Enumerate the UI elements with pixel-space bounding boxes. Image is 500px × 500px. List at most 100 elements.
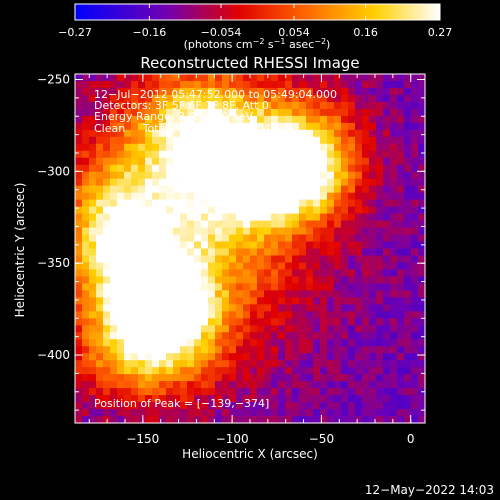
heatmap-cell (362, 297, 370, 305)
heatmap-cell (208, 199, 216, 208)
heatmap-cell (110, 87, 118, 96)
heatmap-cell (285, 136, 293, 145)
heatmap-cell (320, 297, 328, 305)
heatmap-cell (152, 101, 160, 110)
heatmap-cell (131, 353, 139, 361)
heatmap-cell (215, 157, 223, 166)
heatmap-cell (166, 388, 174, 396)
heatmap-cell (117, 101, 125, 110)
heatmap-cell (152, 346, 160, 354)
heatmap-cell (257, 220, 265, 229)
heatmap-cell (194, 297, 202, 305)
heatmap-cell (306, 339, 314, 347)
heatmap-cell (320, 220, 328, 229)
heatmap-cell (201, 94, 209, 103)
heatmap-cell (369, 374, 377, 382)
heatmap-cell (376, 157, 384, 166)
heatmap-cell (278, 325, 286, 333)
heatmap-cell (75, 395, 83, 403)
heatmap-cell (131, 381, 139, 389)
heatmap-cell (271, 262, 279, 271)
heatmap-cell (124, 192, 132, 201)
heatmap-cell (166, 339, 174, 347)
heatmap-cell (306, 318, 314, 326)
heatmap-cell (320, 388, 328, 396)
heatmap-cell (222, 360, 230, 368)
heatmap-cell (138, 248, 146, 257)
heatmap-cell (285, 276, 293, 284)
heatmap-cell (397, 136, 405, 145)
heatmap-cell (341, 255, 349, 264)
heatmap-cell (236, 136, 244, 145)
heatmap-cell (355, 416, 363, 424)
heatmap-cell (82, 269, 90, 278)
heatmap-cell (89, 185, 97, 194)
heatmap-cell (229, 304, 237, 312)
heatmap-cell (418, 339, 426, 347)
heatmap-cell (299, 164, 307, 173)
heatmap-cell (257, 402, 265, 410)
heatmap-cell (411, 80, 419, 89)
heatmap-cell (89, 74, 97, 82)
heatmap-cell (89, 199, 97, 208)
heatmap-cell (75, 157, 83, 166)
heatmap-cell (222, 276, 230, 284)
heatmap-cell (278, 297, 286, 305)
heatmap-cell (271, 416, 279, 424)
heatmap-cell (271, 283, 279, 291)
heatmap-cell (306, 283, 314, 291)
heatmap-cell (110, 339, 118, 347)
heatmap-cell (264, 290, 272, 298)
heatmap-cell (82, 213, 90, 222)
heatmap-cell (152, 87, 160, 96)
heatmap-cell (306, 381, 314, 389)
heatmap-cell (271, 360, 279, 368)
heatmap-cell (341, 143, 349, 152)
heatmap-cell (411, 178, 419, 187)
colorbar-gradient (75, 4, 440, 20)
heatmap-cell (404, 262, 412, 271)
heatmap-cell (285, 178, 293, 187)
heatmap-cell (320, 395, 328, 403)
heatmap-cell (264, 395, 272, 403)
heatmap-cell (243, 241, 251, 250)
heatmap-cell (278, 346, 286, 354)
heatmap-cell (215, 283, 223, 291)
heatmap-cell (411, 374, 419, 382)
heatmap-cell (411, 220, 419, 229)
heatmap-cell (117, 136, 125, 145)
heatmap-cell (348, 199, 356, 208)
heatmap-cell (257, 346, 265, 354)
heatmap-cell (201, 192, 209, 201)
heatmap-cell (82, 157, 90, 166)
heatmap-cell (341, 241, 349, 250)
heatmap-cell (271, 122, 279, 131)
heatmap-cell (327, 227, 335, 236)
heatmap-cell (187, 409, 195, 417)
heatmap-cell (194, 150, 202, 159)
heatmap-cell (117, 374, 125, 382)
heatmap-cell (159, 374, 167, 382)
heatmap-cell (243, 325, 251, 333)
heatmap-cell (348, 213, 356, 222)
heatmap-cell (390, 150, 398, 159)
heatmap-cell (201, 402, 209, 410)
heatmap-cell (369, 80, 377, 89)
heatmap-cell (404, 115, 412, 124)
heatmap-cell (327, 360, 335, 368)
heatmap-cell (362, 192, 370, 201)
heatmap-cell (299, 276, 307, 284)
heatmap-cell (376, 283, 384, 291)
heatmap-cell (229, 374, 237, 382)
heatmap-cell (390, 325, 398, 333)
heatmap-cell (208, 367, 216, 375)
heatmap-cell (152, 150, 160, 159)
heatmap-cell (222, 374, 230, 382)
heatmap-cell (201, 171, 209, 180)
heatmap-cell (166, 395, 174, 403)
heatmap-cell (152, 402, 160, 410)
heatmap-cell (348, 241, 356, 250)
heatmap-cell (313, 213, 321, 222)
heatmap-cell (327, 325, 335, 333)
heatmap-cell (404, 94, 412, 103)
